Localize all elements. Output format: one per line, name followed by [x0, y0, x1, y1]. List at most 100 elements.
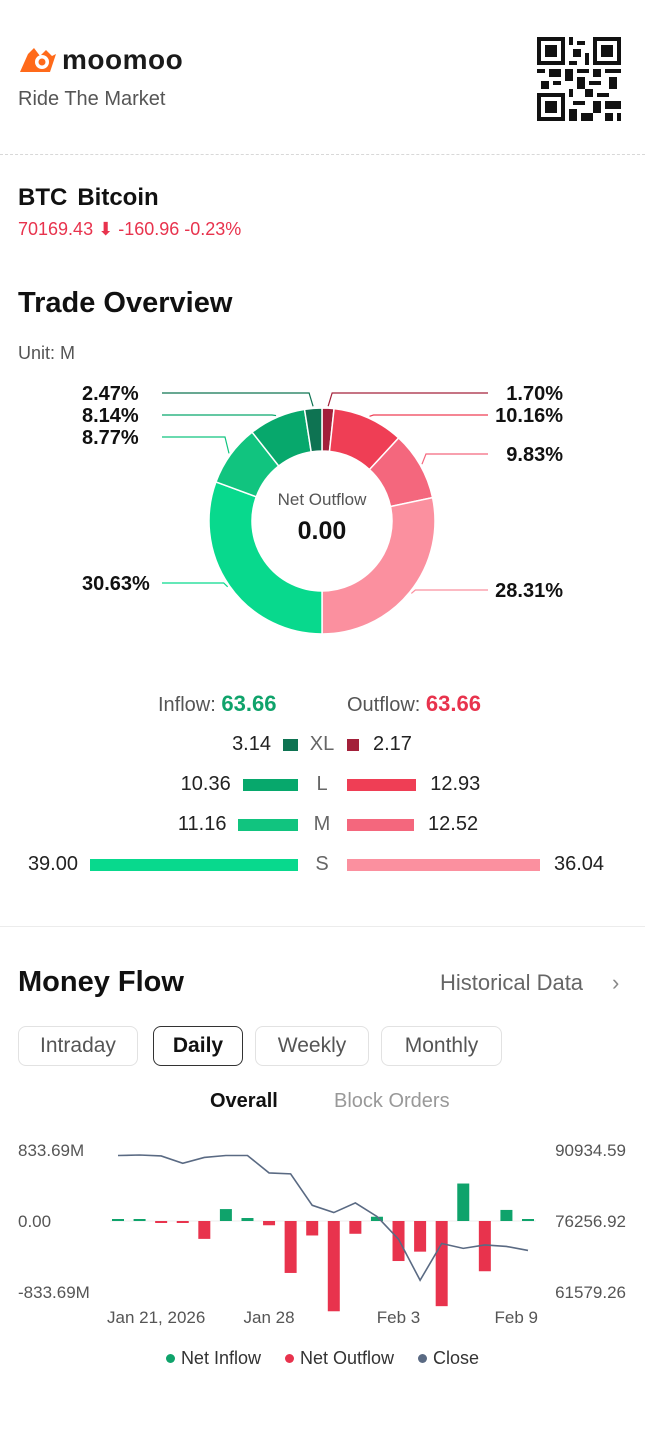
order-size-row-m: 11.16 M 12.52 [0, 813, 645, 837]
inflow-bar [238, 819, 298, 831]
x-tick-label: Jan 21, 2026 [107, 1308, 205, 1327]
net-outflow-bar [392, 1221, 405, 1262]
ticker-title: BTC Bitcoin [18, 184, 169, 212]
outflow-summary: Outflow: 63.66 [347, 691, 481, 717]
trade-donut-chart: 1.70%10.16% 9.83% 28.31% 30.63% 8.77%8.14%2.… [82, 383, 563, 635]
inflow-value: 10.36 [180, 773, 231, 795]
unit-label: Unit: M [18, 343, 76, 363]
ticker-change-pct: -0.23% [184, 219, 242, 239]
inflow-summary: Inflow: 63.66 [158, 691, 276, 717]
close-dot [418, 1354, 428, 1363]
donut-slice [303, 407, 323, 453]
slice-leader-line [162, 582, 229, 588]
net-outflow-bar [327, 1221, 340, 1312]
slice-pct-label: 10.16% [495, 405, 563, 427]
order-size-category: L [316, 773, 328, 795]
chart-legend: Net Inflow Net Outflow Close [0, 1348, 645, 1369]
tab-monthly[interactable]: Monthly [381, 1026, 502, 1066]
slice-pct-label: 8.77% [82, 427, 139, 449]
net-outflow-dot [284, 1354, 294, 1363]
net-outflow-bar [263, 1221, 276, 1226]
donut-slice [321, 496, 436, 635]
close-line [117, 1154, 529, 1282]
inflow-value: 3.14 [232, 733, 271, 755]
inflow-value: 63.66 [221, 691, 277, 716]
moomoo-logo-icon [20, 48, 56, 72]
subtab-overall[interactable]: Overall [210, 1090, 278, 1112]
net-outflow-bar [284, 1221, 297, 1273]
net-inflow-bar [219, 1209, 232, 1221]
inflow-label: Inflow: [158, 694, 216, 716]
net-inflow-bar [457, 1183, 470, 1221]
donut-slice [208, 480, 323, 635]
inflow-bar [90, 859, 298, 871]
slice-pct-label: 9.83% [506, 444, 563, 466]
outflow-bar [347, 779, 417, 791]
outflow-value: 36.04 [554, 853, 605, 875]
net-outflow-bar [198, 1221, 211, 1239]
slice-leader-line [421, 453, 488, 465]
outflow-bar [347, 739, 359, 751]
brand-logo: moomoo [18, 44, 183, 76]
x-tick-label: Feb 9 [495, 1308, 538, 1327]
outflow-label: Outflow: [347, 694, 421, 716]
outflow-value: 2.17 [373, 733, 412, 755]
inflow-bar [242, 779, 298, 791]
x-tick-label: Jan 28 [244, 1308, 295, 1327]
brand-tagline: Ride The Market [18, 88, 166, 110]
net-inflow-bar [370, 1216, 383, 1221]
net-outflow-bar [155, 1221, 168, 1223]
slice-leader-line [162, 392, 314, 407]
legend-label: Net Outflow [299, 1348, 395, 1368]
slice-pct-label: 28.31% [495, 580, 563, 602]
y-left-tick-label: -833.69M [18, 1283, 90, 1302]
tab-intraday[interactable]: Intraday [18, 1026, 138, 1066]
qr-code-icon [537, 37, 621, 121]
slice-pct-label: 1.70% [506, 383, 563, 405]
subtab-block-orders[interactable]: Block Orders [334, 1090, 450, 1112]
slice-leader-line [162, 414, 277, 417]
order-size-row-l: 10.36 L 12.93 [0, 773, 645, 797]
legend-net-outflow: Net Outflow [284, 1348, 395, 1369]
inflow-value: 39.00 [27, 853, 78, 875]
legend-close: Close [418, 1348, 479, 1369]
net-outflow-bar [435, 1221, 448, 1307]
ticker-change: -160.96 [118, 219, 180, 239]
net-outflow-bar [349, 1221, 362, 1234]
order-size-category: M [313, 813, 331, 835]
outflow-value: 63.66 [425, 691, 481, 716]
outflow-bar [347, 859, 540, 871]
legend-label: Net Inflow [180, 1348, 261, 1368]
tab-daily[interactable]: Daily [153, 1026, 243, 1066]
money-flow-chart: 833.69M 0.00 -833.69M 90934.59 76256.92 61579… [18, 1141, 626, 1327]
historical-data-link[interactable]: Historical Data [440, 970, 584, 995]
net-outflow-bar [478, 1221, 491, 1272]
net-inflow-bar [241, 1218, 254, 1221]
net-outflow-bar [176, 1221, 189, 1223]
order-size-row-xl: 3.14 XL 2.17 [0, 733, 645, 757]
outflow-value: 12.52 [428, 813, 479, 835]
ticker-price: 70169.43 [18, 219, 94, 239]
y-left-tick-label: 0.00 [18, 1212, 51, 1231]
y-right-tick-label: 61579.26 [555, 1283, 626, 1302]
share-header: moomoo Ride The Market [0, 0, 645, 156]
y-right-tick-label: 90934.59 [555, 1141, 626, 1160]
ticker-name: Bitcoin [77, 184, 159, 211]
header-divider [0, 154, 645, 155]
order-size-category: XL [309, 733, 335, 755]
net-inflow-dot [165, 1354, 175, 1363]
tab-weekly[interactable]: Weekly [255, 1026, 369, 1066]
donut-center-value: 0.00 [297, 517, 347, 545]
net-inflow-bar [500, 1209, 513, 1221]
outflow-value: 12.93 [430, 773, 481, 795]
slice-leader-line [410, 589, 488, 594]
slice-pct-label: 30.63% [82, 573, 150, 595]
chevron-right-icon[interactable]: › [612, 970, 620, 995]
money-flow-title: Money Flow [18, 966, 184, 998]
donut-center-label: Net Outflow [277, 490, 367, 509]
slice-leader-line [327, 392, 488, 407]
slice-pct-label: 8.14% [82, 405, 139, 427]
net-outflow-bar [306, 1221, 319, 1236]
y-left-tick-label: 833.69M [18, 1141, 84, 1160]
ticker-quote: 70169.43 ⬇ -160.96 -0.23% [18, 219, 241, 240]
